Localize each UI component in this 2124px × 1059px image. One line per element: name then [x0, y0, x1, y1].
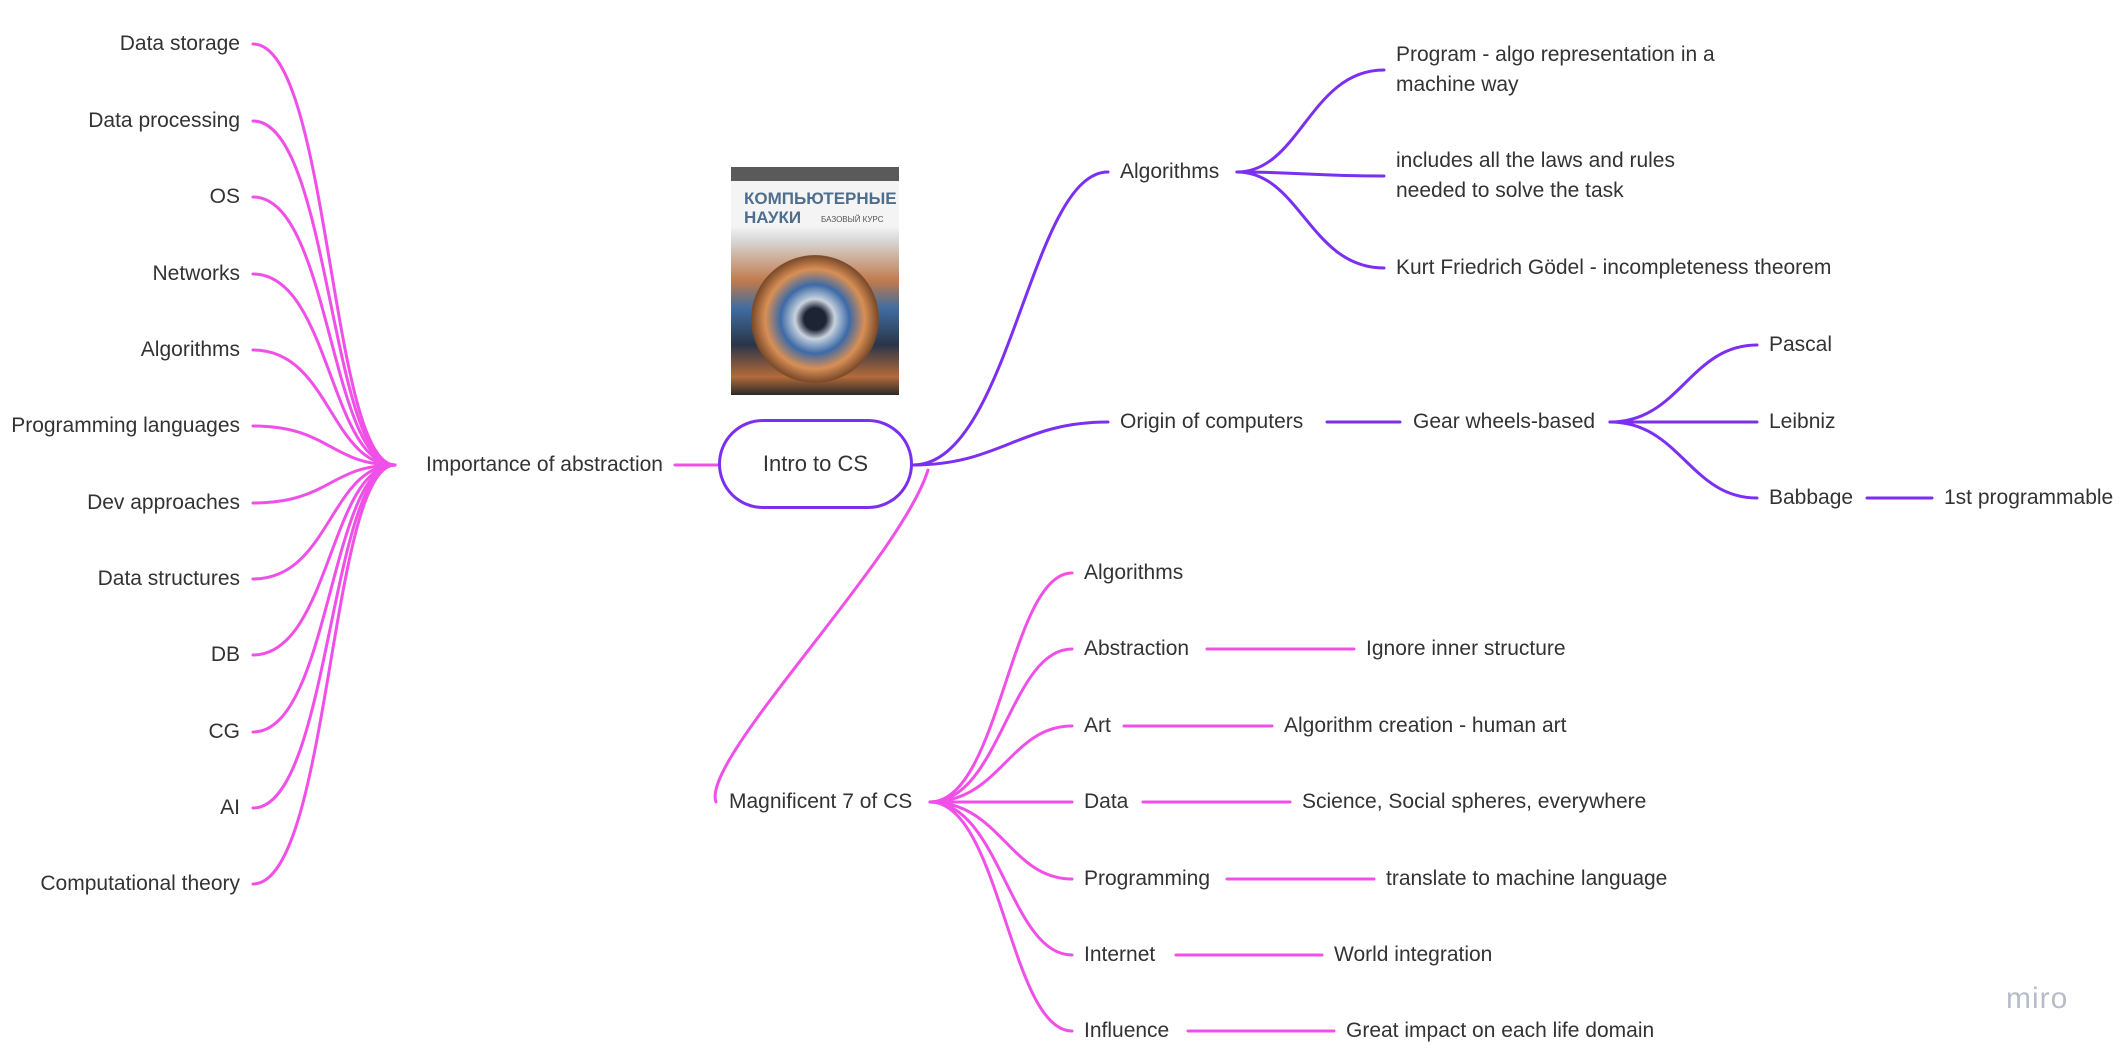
link-magnificent-item	[928, 800, 1074, 881]
importance-of-abstraction-node[interactable]: Importance of abstraction	[426, 453, 663, 476]
link-abstraction-item	[251, 195, 397, 467]
abstraction-item[interactable]: Data processing	[88, 109, 240, 132]
book-cover-image: КОМПЬЮТЕРНЫЕ НАУКИ БАЗОВЫЙ КУРС	[731, 167, 899, 395]
pascal-node[interactable]: Pascal	[1769, 333, 1833, 356]
link-abstraction-item	[251, 42, 397, 467]
book-author-band	[731, 167, 899, 181]
link-algo-1	[1235, 68, 1386, 174]
abstraction-item[interactable]: DB	[210, 643, 240, 666]
link-magnificent-item	[928, 724, 1074, 804]
gear-wheels-node[interactable]: Gear wheels-based	[1413, 410, 1596, 433]
link-algo-3	[1235, 170, 1386, 270]
link-magnificent-item	[928, 800, 1074, 957]
first-programmable-node[interactable]: 1st programmable	[1944, 486, 2114, 509]
link-abstraction-item	[251, 463, 397, 657]
root-label: Intro to CS	[762, 451, 869, 476]
link-abstraction-item	[251, 272, 397, 467]
leibniz-node[interactable]: Leibniz	[1769, 410, 1836, 433]
algorithms-node[interactable]: Algorithms	[1120, 160, 1220, 183]
origin-of-computers-node[interactable]: Origin of computers	[1120, 410, 1304, 433]
book-subtitle: БАЗОВЫЙ КУРС	[821, 215, 884, 224]
link-abstraction-item	[251, 463, 397, 581]
link-algo-2	[1235, 170, 1386, 178]
magnificent-note[interactable]: World integration	[1334, 943, 1493, 966]
abstraction-item[interactable]: Data storage	[119, 32, 240, 55]
abstraction-item[interactable]: Programming languages	[11, 414, 240, 437]
magnificent-item[interactable]: Algorithms	[1084, 561, 1184, 584]
link-gear-pascal	[1608, 343, 1759, 424]
abstraction-item[interactable]: AI	[220, 796, 240, 819]
abstraction-item[interactable]: Data structures	[97, 567, 240, 590]
magnificent-item[interactable]: Data	[1084, 790, 1129, 813]
magnificent-item[interactable]: Art	[1084, 714, 1111, 737]
root-node[interactable]: Intro to CS	[718, 419, 913, 509]
abstraction-item[interactable]: Computational theory	[40, 872, 240, 895]
magnificent-note[interactable]: Algorithm creation - human art	[1284, 714, 1567, 737]
link-abstraction-item	[251, 424, 397, 467]
babbage-node[interactable]: Babbage	[1769, 486, 1854, 509]
link-root-algorithms	[911, 170, 1110, 467]
magnificent-note[interactable]: Ignore inner structure	[1366, 637, 1566, 660]
miro-logo: miro	[2006, 982, 2069, 1015]
magnificent-item[interactable]: Programming	[1084, 867, 1211, 890]
link-abstraction-item	[251, 463, 397, 505]
link-magnificent-item	[928, 571, 1074, 804]
algorithm-child-1[interactable]: Program - algo representation in a machi…	[1396, 43, 1715, 96]
link-magnificent-item	[928, 647, 1074, 804]
link-abstraction-item	[251, 348, 397, 467]
algorithm-child-3[interactable]: Kurt Friedrich Gödel - incompleteness th…	[1396, 256, 1832, 279]
abstraction-item[interactable]: Networks	[152, 262, 240, 285]
abstraction-item[interactable]: Dev approaches	[87, 491, 240, 514]
abstraction-item[interactable]: CG	[208, 720, 241, 743]
magnificent-item[interactable]: Internet	[1084, 943, 1156, 966]
magnificent-note[interactable]: Great impact on each life domain	[1346, 1019, 1655, 1042]
magnificent-item[interactable]: Influence	[1084, 1019, 1170, 1042]
link-abstraction-item	[251, 119, 397, 467]
abstraction-item[interactable]: Algorithms	[140, 338, 240, 361]
link-abstraction-item	[251, 463, 397, 810]
link-gear-babbage	[1608, 420, 1759, 500]
link-abstraction-item	[251, 463, 397, 734]
abstraction-item[interactable]: OS	[209, 185, 240, 208]
book-swirl-art	[751, 255, 879, 383]
magnificent-7-node[interactable]: Magnificent 7 of CS	[729, 790, 913, 813]
magnificent-note[interactable]: translate to machine language	[1386, 867, 1668, 890]
link-abstraction-item	[251, 463, 397, 886]
link-root-magnificent	[713, 468, 930, 804]
link-root-origin	[911, 420, 1110, 467]
magnificent-item[interactable]: Abstraction	[1084, 637, 1190, 660]
book-title: КОМПЬЮТЕРНЫЕ НАУКИ	[744, 189, 897, 227]
algorithm-child-2[interactable]: includes all the laws and rules needed t…	[1396, 149, 1675, 202]
magnificent-note[interactable]: Science, Social spheres, everywhere	[1302, 790, 1647, 813]
link-magnificent-item	[928, 800, 1074, 1033]
